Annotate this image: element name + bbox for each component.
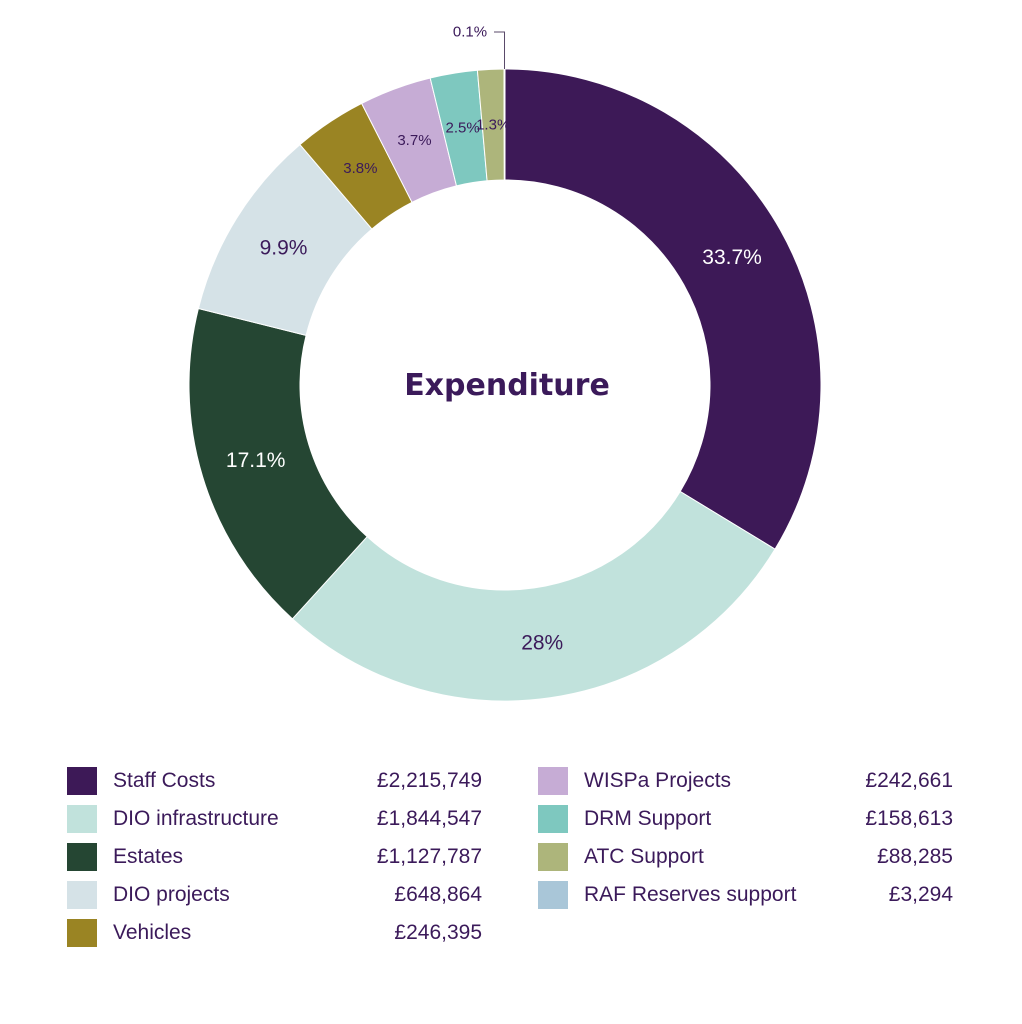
chart-title: Expenditure	[404, 368, 610, 403]
legend-item-atc-support: ATC Support £88,285	[538, 838, 953, 876]
percent-label-atc-support: 1.3%	[476, 116, 510, 133]
donut-chart: 33.7% 28% 17.1% 9.9% 3.8% 3.7% 2.5%1.3% 0.1% Ex…	[188, 24, 822, 702]
legend-item-dio-infrastructure: DIO infrastructure £1,844,547	[67, 800, 482, 838]
legend-swatch	[67, 881, 97, 909]
legend-label: DIO projects	[113, 883, 230, 906]
slice-dio-infrastructure	[291, 490, 776, 702]
percent-labels: 33.7% 28% 17.1% 9.9% 3.8% 3.7% 2.5%1.3% 0.1%	[226, 24, 762, 655]
legend-value: £3,294	[888, 883, 953, 906]
legend-swatch	[538, 767, 568, 795]
slice-raf-reserves-support	[503, 68, 506, 181]
legend-label: Staff Costs	[113, 769, 216, 792]
legend-item-drm-support: DRM Support £158,613	[538, 800, 953, 838]
legend-value: £158,613	[865, 807, 953, 830]
legend-item-dio-projects: DIO projects £648,864	[67, 876, 482, 914]
legend-left-column: Staff Costs £2,215,749 DIO infrastructure £…	[67, 762, 482, 952]
legend-item-estates: Estates £1,127,787	[67, 838, 482, 876]
legend-label: RAF Reserves support	[584, 883, 797, 906]
legend-swatch	[67, 843, 97, 871]
percent-label-drm-support: 2.5%	[446, 119, 480, 136]
legend-swatch	[538, 805, 568, 833]
percent-label-raf-reserves-support: 0.1%	[453, 24, 487, 41]
legend-item-raf-reserves-support: RAF Reserves support £3,294	[538, 876, 953, 914]
legend-label: DRM Support	[584, 807, 712, 830]
legend-label: ATC Support	[584, 845, 704, 868]
legend-swatch	[67, 767, 97, 795]
legend-item-wispa-projects: WISPa Projects £242,661	[538, 762, 953, 800]
percent-label-staff-costs: 33.7%	[702, 246, 762, 269]
donut-slices	[188, 68, 822, 702]
legend-right-column: WISPa Projects £242,661 DRM Support £158,61…	[538, 762, 953, 914]
percent-label-vehicles: 3.8%	[343, 160, 377, 177]
leader-lines	[494, 31, 506, 69]
legend-value: £242,661	[865, 769, 953, 792]
percent-label-dio-infrastructure: 28%	[521, 631, 563, 654]
legend-swatch	[538, 843, 568, 871]
percent-label-wispa-projects: 3.7%	[397, 132, 431, 149]
legend-label: WISPa Projects	[584, 769, 732, 792]
legend-swatch	[67, 805, 97, 833]
legend-item-vehicles: Vehicles £246,395	[67, 914, 482, 952]
percent-label-dio-projects: 9.9%	[260, 236, 308, 259]
leader-line	[494, 31, 506, 69]
legend-value: £1,844,547	[376, 807, 482, 830]
legend-value: £246,395	[394, 921, 482, 944]
legend-swatch	[538, 881, 568, 909]
slice-staff-costs	[504, 68, 822, 550]
legend-value: £2,215,749	[376, 769, 482, 792]
legend-label: DIO infrastructure	[113, 807, 279, 830]
legend-label: Vehicles	[113, 921, 192, 944]
legend-item-staff-costs: Staff Costs £2,215,749	[67, 762, 482, 800]
legend-swatch	[67, 919, 97, 947]
legend-value: £1,127,787	[376, 845, 482, 868]
percent-label-estates: 17.1%	[226, 449, 286, 472]
legend-value: £88,285	[877, 845, 953, 868]
legend-value: £648,864	[394, 883, 482, 906]
legend-label: Estates	[113, 845, 184, 868]
